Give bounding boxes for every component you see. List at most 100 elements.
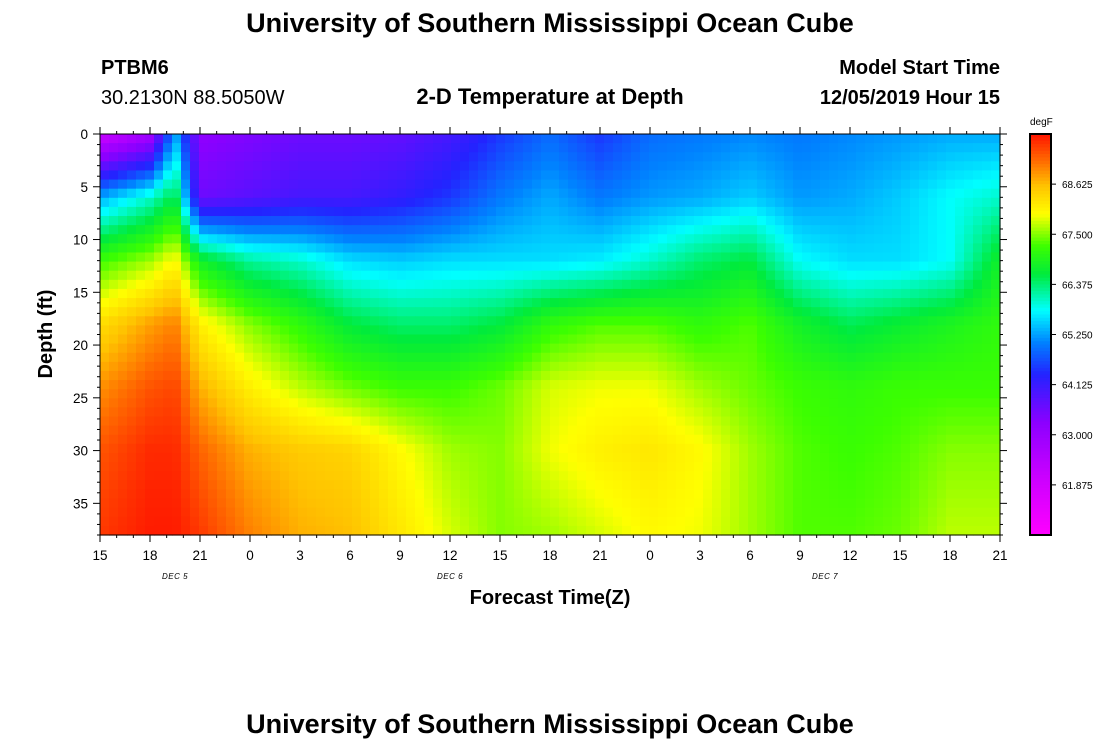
heatmap-cell [289,179,299,190]
heatmap-cell [208,216,218,226]
heatmap-cell [883,398,893,409]
heatmap-cell [928,471,938,481]
heatmap-cell [163,498,173,509]
heatmap-cell [442,525,452,536]
heatmap-cell [568,443,578,454]
heatmap-cell [397,197,407,208]
heatmap-cell [829,161,839,172]
colorbar-cell [1030,461,1051,466]
heatmap-cell [397,279,407,290]
heatmap-cell [253,525,263,536]
heatmap-cell [514,270,524,281]
heatmap-cell [280,443,290,454]
heatmap-cell [793,307,803,317]
heatmap-cell [874,261,884,272]
heatmap-cell [631,434,641,445]
heatmap-cell [910,525,920,536]
colorbar-cell [1030,311,1051,316]
heatmap-cell [550,188,560,199]
heatmap-cell [973,179,983,190]
heatmap-cell [532,352,542,363]
heatmap-cell [262,380,272,390]
heatmap-cell [325,225,335,235]
heatmap-cell [568,370,578,381]
heatmap-cell [244,525,254,536]
heatmap-cell [316,507,326,518]
heatmap-cell [208,225,218,235]
heatmap-cell [739,197,749,208]
heatmap-cell [379,398,389,409]
heatmap-cell [748,471,758,481]
heatmap-cell [253,325,263,336]
heatmap-cell [577,489,587,500]
heatmap-cell [811,480,821,491]
heatmap-cell [253,206,263,217]
heatmap-cell [847,134,857,144]
heatmap-cell [307,179,317,190]
heatmap-cell [586,234,596,244]
heatmap-cell [406,498,416,509]
heatmap-cell [757,170,767,181]
heatmap-cell [298,480,308,491]
heatmap-cell [199,480,209,491]
heatmap-cell [154,452,164,463]
heatmap-cell [595,307,605,317]
heatmap-cell [901,343,911,354]
heatmap-cell [649,507,659,518]
heatmap-cell [316,407,326,418]
heatmap-cell [118,443,128,454]
heatmap-cell [595,188,605,199]
heatmap-cell [163,416,173,427]
heatmap-cell [235,307,245,317]
heatmap-cell [676,525,686,536]
heatmap-cell [460,307,470,317]
heatmap-cell [793,425,803,436]
heatmap-cell [478,197,488,208]
heatmap-cell [343,206,353,217]
heatmap-cell [262,343,272,354]
heatmap-cell [226,279,236,290]
heatmap-cell [361,161,371,172]
heatmap-cell [802,480,812,491]
heatmap-cell [568,261,578,272]
heatmap-cell [748,452,758,463]
heatmap-cell [946,370,956,381]
heatmap-cell [973,489,983,500]
heatmap-cell [478,288,488,299]
heatmap-cell [514,370,524,381]
heatmap-cell [874,416,884,427]
heatmap-cell [757,288,767,299]
heatmap-cell [253,462,263,472]
heatmap-cell [694,325,704,336]
heatmap-cell [667,398,677,409]
heatmap-cell [136,516,146,527]
heatmap-cell [874,480,884,491]
heatmap-cell [415,307,425,317]
heatmap-cell [406,170,416,181]
heatmap-cell [478,188,488,199]
heatmap-cell [433,507,443,518]
heatmap-cell [622,507,632,518]
heatmap-cell [280,216,290,226]
heatmap-cell [208,370,218,381]
heatmap-cell [820,352,830,363]
heatmap-cell [658,298,668,308]
heatmap-cell [433,316,443,326]
heatmap-cell [334,225,344,235]
heatmap-cell [271,316,281,326]
colorbar-cell [1030,531,1051,536]
heatmap-cell [289,243,299,254]
heatmap-cell [883,334,893,345]
heatmap-cell [991,434,1001,445]
heatmap-cell [838,352,848,363]
heatmap-cell [361,298,371,308]
heatmap-cell [334,525,344,536]
heatmap-cell [145,380,155,390]
heatmap-cell [802,197,812,208]
heatmap-cell [208,380,218,390]
heatmap-cell [667,288,677,299]
heatmap-cell [730,434,740,445]
heatmap-cell [982,434,992,445]
heatmap-cell [631,343,641,354]
heatmap-cell [262,170,272,181]
